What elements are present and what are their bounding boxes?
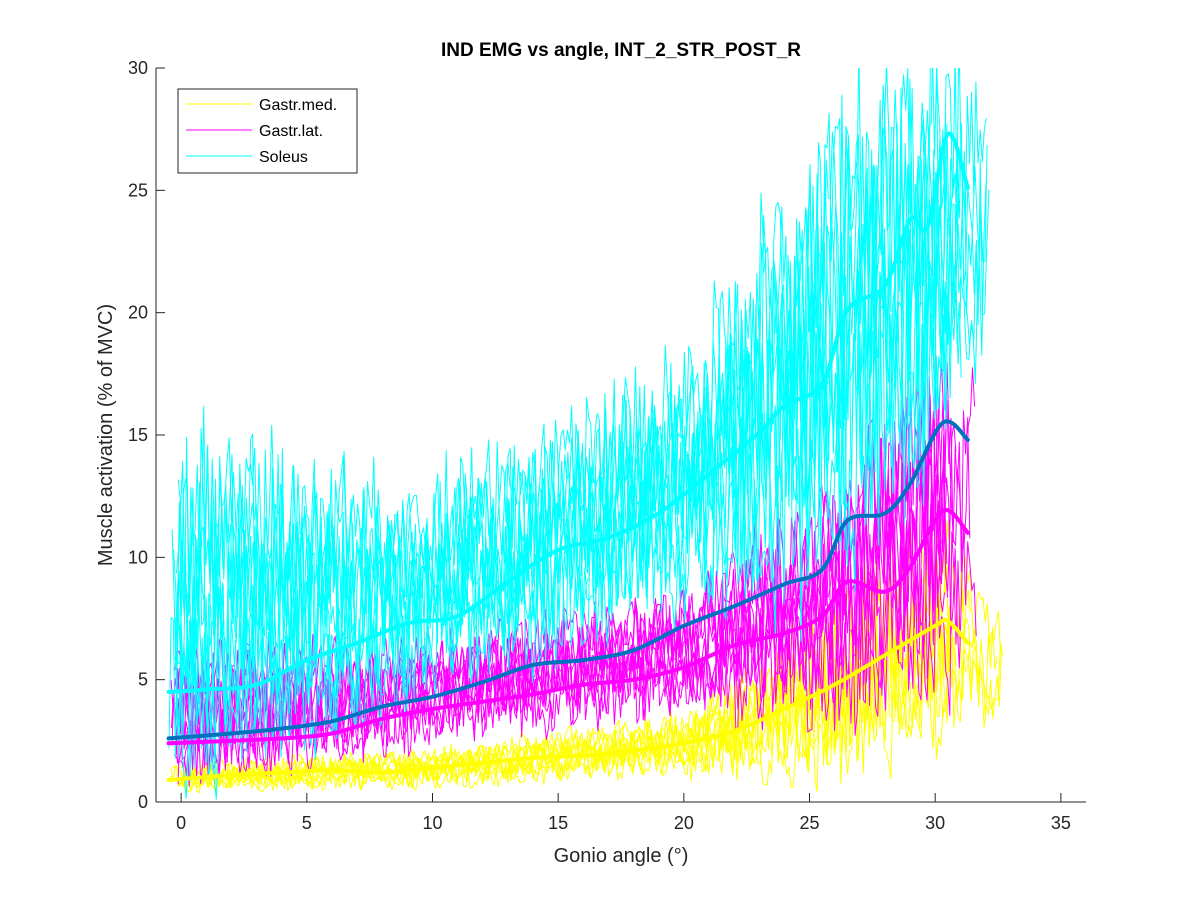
- trial-trace-soleus: [174, 149, 955, 738]
- x-tick-label: 5: [302, 813, 312, 833]
- legend-label-soleus: Soleus: [259, 149, 308, 166]
- legend-label-gastr-lat: Gastr.lat.: [259, 123, 323, 140]
- plot-area: [166, 68, 1004, 800]
- mean-line-gastr-med: [166, 617, 970, 782]
- trial-trace-gastr-med: [175, 602, 1004, 793]
- x-tick-label: 25: [799, 813, 819, 833]
- y-axis-label: Muscle activation (% of MVC): [95, 304, 117, 566]
- x-ticks: 0 5 10 15 20 25 30 35: [176, 793, 1071, 833]
- x-axis-label: Gonio angle (°): [554, 845, 689, 867]
- mean-line-overall: [166, 419, 970, 741]
- y-tick-label: 25: [128, 180, 148, 200]
- trial-trace-soleus: [177, 68, 987, 620]
- legend: Gastr.med. Gastr.lat. Soleus: [177, 88, 358, 174]
- chart-title: IND EMG vs angle, INT_2_STR_POST_R: [441, 40, 801, 61]
- trial-traces: [168, 68, 1004, 800]
- legend-label-gastr-med: Gastr.med.: [259, 97, 337, 114]
- x-tick-label: 30: [925, 813, 945, 833]
- y-tick-label: 20: [128, 303, 148, 323]
- y-tick-label: 15: [128, 425, 148, 445]
- mean-curves: [166, 131, 970, 782]
- trial-trace-gastr-med: [177, 616, 998, 792]
- y-tick-label: 0: [138, 792, 148, 812]
- trial-trace-gastr-lat: [175, 461, 948, 768]
- y-tick-label: 10: [128, 547, 148, 567]
- legend-box: [177, 88, 358, 174]
- x-tick-label: 0: [176, 813, 186, 833]
- x-tick-label: 20: [674, 813, 694, 833]
- y-tick-label: 30: [128, 58, 148, 78]
- mean-line-gastr-lat: [166, 508, 970, 746]
- trial-trace-gastr-lat: [170, 361, 976, 730]
- x-tick-label: 10: [422, 813, 442, 833]
- y-ticks: 0 5 10 15 20 25 30: [128, 58, 165, 812]
- axes: 0 5 10 15 20 25 30 35 0 5 10 15 20 25 30: [128, 58, 1086, 833]
- mean-line-soleus: [166, 131, 970, 694]
- trial-trace-soleus: [176, 87, 947, 687]
- x-tick-label: 15: [548, 813, 568, 833]
- y-tick-label: 5: [138, 670, 148, 690]
- x-tick-label: 35: [1051, 813, 1071, 833]
